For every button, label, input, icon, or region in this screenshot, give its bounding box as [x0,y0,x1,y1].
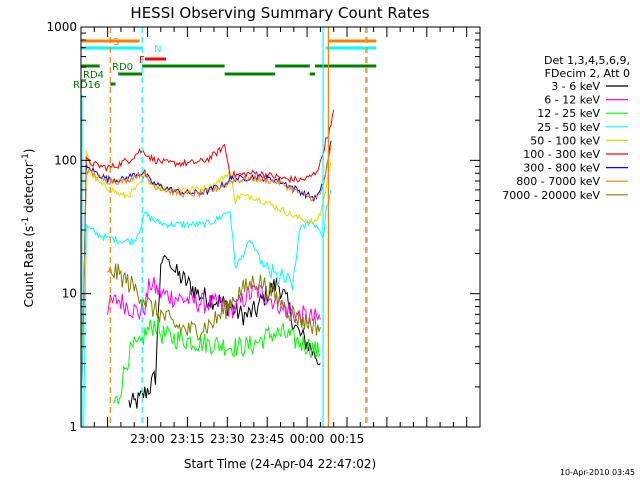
mode-bar-label: RD4 [83,70,104,81]
legend-entry-label: 300 - 800 keV [523,162,600,175]
y-tick-label: 100 [54,153,77,167]
x-tick-label: 23:30 [210,432,245,446]
x-tick-label: 00:15 [330,432,365,446]
legend: Det 1,3,4,5,6,9,FDecim 2, Att 03 - 6 keV… [502,54,630,202]
series-line-5 [80,109,335,428]
legend-entry-label: 25 - 50 keV [537,121,600,134]
x-tick-label: 23:45 [250,432,285,446]
legend-entry-label: 12 - 25 keV [537,107,600,120]
series-line-6 [80,140,332,419]
series-line-2 [112,317,321,405]
legend-entry-label: 800 - 7000 keV [516,175,600,188]
x-tick-label: 00:00 [290,432,325,446]
x-tick-label: 23:00 [130,432,165,446]
mode-bar-label: RD0 [112,62,133,73]
mode-bar-label: RD16 [73,80,100,91]
legend-entry-label: 50 - 100 keV [530,134,600,147]
series-line-3 [81,189,332,428]
legend-entry-label: 6 - 12 keV [544,94,600,107]
series-line-8 [107,263,321,341]
legend-entry-label: 3 - 6 keV [551,80,600,93]
series-layer [80,109,335,428]
y-tick-label: 10 [62,287,77,301]
series-line-7 [80,145,332,425]
x-axis-label: Start Time (24-Apr-04 22:47:02) [184,457,376,471]
legend-entry-label: 100 - 300 keV [523,148,600,161]
axes: 23:00 23:15 23:30 23:45 00:00 00:15 1 10 100 1000 [46,20,481,446]
chart-title: HESSI Observing Summary Count Rates [130,4,429,22]
y-axis-label: Count Rate (s-1 detector-1) [21,149,36,308]
mode-bar-label: N [154,44,161,55]
mode-change-lines [81,27,368,427]
x-tick-label: 23:15 [170,432,205,446]
legend-header: FDecim 2, Att 0 [545,67,630,80]
mode-bar-label: S [113,37,119,48]
generation-timestamp: 10-Apr-2010 03:45 [560,468,635,477]
y-tick-label: 1000 [46,20,77,34]
legend-entry-label: 7000 - 20000 keV [502,189,600,202]
y-tick-label: 1 [69,420,77,434]
legend-header: Det 1,3,4,5,6,9, [544,54,630,67]
